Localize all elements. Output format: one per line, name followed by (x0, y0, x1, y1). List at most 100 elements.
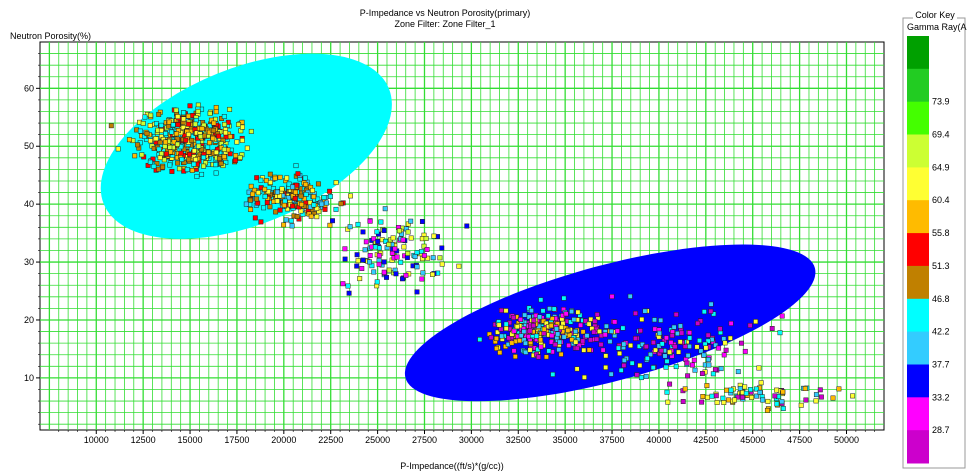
data-point (679, 330, 685, 336)
data-point (330, 218, 335, 224)
x-tick-label: 35000 (553, 435, 578, 445)
data-point (174, 131, 180, 137)
color-key-label: 64.9 (932, 162, 950, 172)
data-point (137, 128, 143, 134)
data-point (561, 295, 567, 301)
data-point (653, 347, 659, 353)
data-point (303, 191, 309, 197)
data-point (198, 134, 203, 140)
data-point (404, 255, 410, 260)
color-key-band (907, 397, 929, 431)
data-point (389, 250, 395, 256)
data-point (405, 250, 411, 256)
data-point (199, 171, 205, 177)
data-point (554, 326, 559, 332)
data-point (488, 335, 494, 340)
color-key-label: 37.7 (932, 360, 950, 370)
color-key-label: 60.4 (932, 195, 950, 205)
data-point (588, 316, 594, 322)
data-point (607, 339, 613, 344)
y-tick-label: 50 (24, 141, 34, 151)
data-point (780, 406, 786, 411)
data-point (721, 400, 727, 405)
data-point (694, 344, 700, 350)
data-point (115, 146, 121, 152)
data-point (753, 319, 759, 325)
data-point (493, 336, 499, 341)
data-point (183, 137, 189, 143)
data-point (621, 357, 627, 363)
data-point (662, 353, 668, 359)
data-point (169, 129, 174, 135)
data-point (802, 386, 808, 391)
data-point (140, 120, 146, 126)
data-point (362, 247, 368, 253)
data-point (498, 307, 504, 313)
data-point (727, 335, 733, 341)
data-point (189, 167, 195, 173)
data-point (221, 154, 227, 160)
data-point (163, 131, 169, 137)
data-point (342, 246, 348, 252)
data-point (375, 239, 381, 244)
data-point (213, 105, 219, 110)
y-tick-label: 10 (24, 373, 34, 383)
color-key-label: 33.2 (932, 392, 950, 402)
data-point (774, 401, 780, 407)
data-point (232, 158, 238, 164)
data-point (506, 335, 512, 341)
data-point (165, 123, 171, 129)
data-point (573, 339, 579, 345)
data-point (523, 349, 529, 355)
data-point (392, 246, 398, 252)
data-point (283, 217, 289, 223)
data-point (583, 318, 588, 324)
color-key-label: 51.3 (932, 261, 950, 271)
data-point (537, 314, 543, 320)
data-point (139, 152, 145, 158)
data-point (281, 202, 287, 208)
data-point (384, 274, 389, 280)
data-point (545, 313, 551, 319)
data-point (698, 348, 704, 354)
data-point (561, 334, 567, 340)
data-point (633, 335, 638, 341)
data-point (261, 205, 267, 211)
data-point (581, 374, 587, 380)
data-point (290, 184, 295, 190)
data-point (157, 139, 163, 145)
data-point (697, 338, 702, 344)
data-point (414, 289, 420, 295)
data-point (234, 139, 240, 145)
data-point (503, 321, 509, 327)
data-point (620, 325, 626, 331)
data-point (180, 125, 186, 131)
data-point (315, 181, 321, 187)
data-point (381, 269, 387, 275)
data-point (355, 221, 361, 227)
data-point (664, 389, 670, 395)
data-point (363, 239, 369, 245)
data-point (658, 348, 664, 354)
data-point (421, 243, 427, 249)
data-point (381, 228, 387, 233)
data-point (206, 149, 212, 155)
data-point (704, 383, 710, 389)
data-point (135, 142, 141, 148)
data-point (367, 253, 373, 258)
data-point (534, 333, 540, 339)
y-axis-label: Neutron Porosity(%) (10, 31, 91, 41)
data-point (574, 345, 580, 351)
color-key-label: 55.8 (932, 228, 950, 238)
data-point (166, 119, 172, 125)
data-point (294, 182, 300, 188)
data-point (612, 319, 618, 325)
data-point (594, 336, 600, 342)
data-point (367, 218, 373, 224)
data-point (514, 324, 520, 330)
data-point (497, 350, 503, 356)
data-point (262, 194, 268, 199)
data-point (310, 187, 315, 193)
data-point (321, 195, 327, 200)
data-point (836, 386, 842, 392)
